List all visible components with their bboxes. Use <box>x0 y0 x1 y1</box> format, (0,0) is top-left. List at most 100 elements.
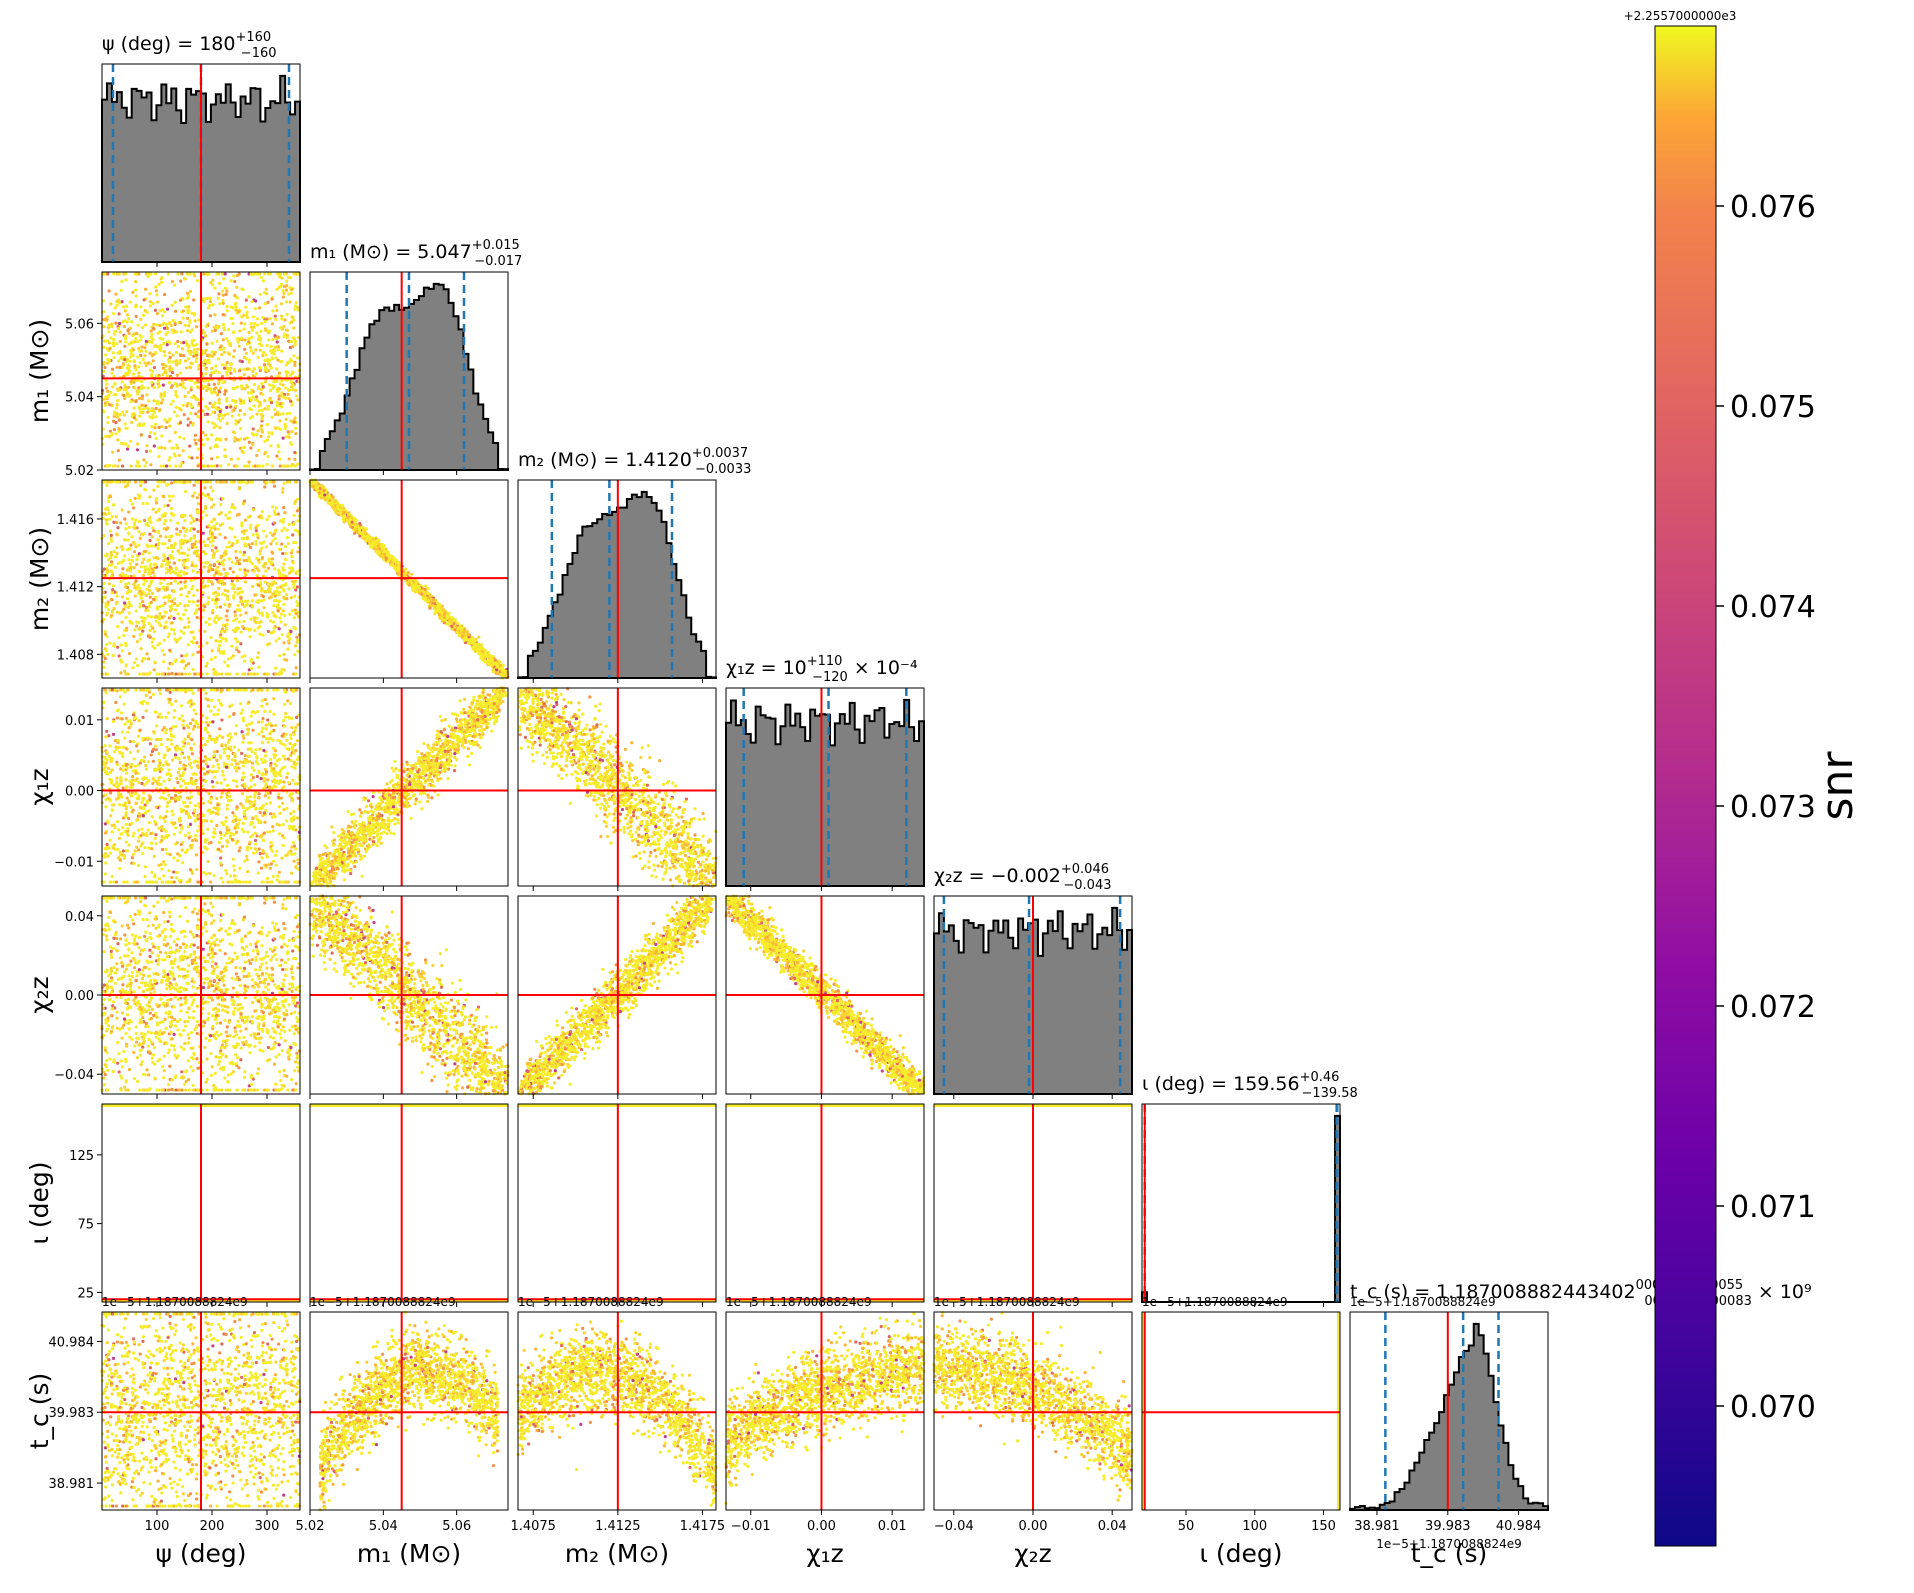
scatter-point <box>130 621 134 625</box>
scatter-point <box>138 333 142 337</box>
scatter-point <box>227 352 232 356</box>
scatter-point <box>210 329 214 333</box>
scatter-point <box>173 637 177 641</box>
scatter-point <box>428 606 432 610</box>
scatter-point <box>266 435 271 439</box>
scatter-point <box>205 543 210 548</box>
scatter-point <box>136 749 140 753</box>
scatter-point <box>111 653 115 658</box>
scatter-point <box>225 399 229 403</box>
scatter-point <box>272 712 276 716</box>
scatter-point <box>486 658 490 662</box>
scatter-point <box>281 566 285 570</box>
scatter-point <box>193 319 197 323</box>
scatter-point <box>209 505 214 509</box>
scatter-point <box>174 672 178 676</box>
scatter-point <box>153 615 158 619</box>
scatter-point <box>180 378 184 382</box>
scatter-point <box>125 628 129 632</box>
scatter-point <box>166 503 170 508</box>
scatter-point <box>257 665 261 669</box>
scatter-point <box>292 326 296 330</box>
scatter-point <box>179 580 183 584</box>
scatter-point <box>137 496 141 500</box>
scatter-point <box>134 657 139 661</box>
scatter-point <box>275 340 279 344</box>
scatter-point <box>210 283 215 287</box>
scatter-point <box>280 632 284 637</box>
scatter-point <box>248 627 253 631</box>
scatter-point <box>296 336 300 340</box>
scatter-point <box>278 654 282 658</box>
scatter-point <box>143 568 147 572</box>
scatter-point <box>105 642 109 647</box>
scatter-point <box>120 610 124 614</box>
scatter-point <box>149 335 153 339</box>
scatter-point <box>144 605 149 610</box>
scatter-point <box>179 629 183 633</box>
scatter-point <box>186 390 191 395</box>
scatter-point <box>115 776 119 780</box>
scatter-point <box>260 556 265 560</box>
scatter-point <box>247 358 251 362</box>
scatter-point <box>193 672 197 676</box>
scatter-point <box>167 419 171 423</box>
scatter-point <box>173 342 177 346</box>
scatter-point <box>292 616 296 620</box>
scatter-point <box>224 363 228 367</box>
scatter-point <box>426 599 431 603</box>
scatter-point <box>127 317 131 321</box>
scatter-point <box>231 321 235 326</box>
scatter-point <box>260 381 264 386</box>
scatter-point <box>288 300 292 304</box>
scatter-point <box>248 407 252 411</box>
scatter-point <box>292 521 296 526</box>
scatter-point <box>119 579 123 584</box>
scatter-point <box>182 480 187 484</box>
scatter-point <box>191 423 195 427</box>
scatter-point <box>257 404 261 408</box>
scatter-point <box>273 513 278 517</box>
scatter-point <box>175 480 180 484</box>
scatter-point <box>285 333 289 337</box>
scatter-point <box>271 338 275 342</box>
scatter-point <box>181 563 185 567</box>
scatter-point <box>170 621 174 625</box>
scatter-point <box>217 371 221 375</box>
scatter-point <box>203 605 207 609</box>
scatter-point <box>283 427 287 431</box>
scatter-point <box>113 565 117 569</box>
scatter-point <box>175 330 179 334</box>
scatter-point <box>228 341 233 346</box>
scatter-point <box>275 287 279 292</box>
scatter-point <box>244 529 249 533</box>
scatter-point <box>155 399 160 403</box>
scatter-point <box>215 549 219 553</box>
scatter-point <box>133 496 137 501</box>
scatter-point <box>327 493 331 498</box>
scatter-point <box>436 604 441 608</box>
scatter-point <box>275 454 279 458</box>
scatter-point <box>102 310 106 314</box>
scatter-point <box>459 625 463 629</box>
scatter-point <box>116 351 120 355</box>
scatter-point <box>184 663 188 668</box>
scatter-point <box>282 506 286 510</box>
scatter-point <box>123 422 127 426</box>
scatter-point <box>247 460 251 464</box>
scatter-point <box>217 390 222 394</box>
scatter-point <box>285 412 289 416</box>
scatter-point <box>439 614 444 618</box>
scatter-point <box>281 383 285 387</box>
title-m2: m₂ (M⊙) = 1.4120+0.0037 −0.0033 <box>518 446 751 477</box>
scatter-point <box>126 444 130 448</box>
scatter-point <box>275 367 279 371</box>
scatter-point <box>156 480 160 484</box>
scatter-point <box>285 658 289 662</box>
scatter-point <box>211 410 215 414</box>
scatter-point <box>192 350 196 354</box>
scatter-point <box>206 584 210 588</box>
scatter-point <box>250 431 254 436</box>
scatter-point <box>120 544 124 549</box>
scatter-point <box>213 313 217 317</box>
